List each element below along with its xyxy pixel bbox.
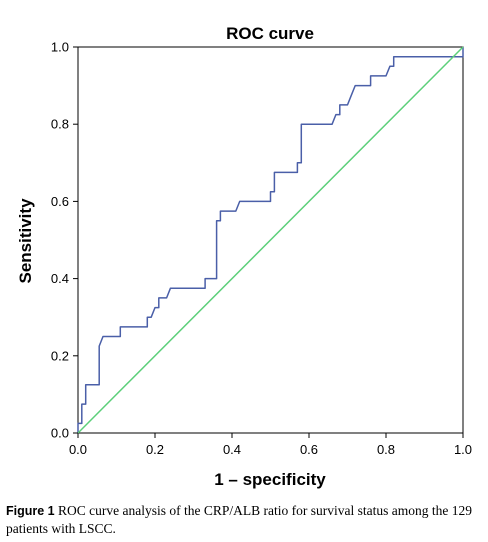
y-tick-label: 0.0 [51, 426, 69, 441]
y-axis-label: Sensitivity [16, 198, 35, 284]
y-tick-label: 0.8 [51, 117, 69, 132]
roc-curve-line [77, 47, 464, 433]
figure-caption: Figure 1 ROC curve analysis of the CRP/A… [6, 502, 484, 538]
plot-area [77, 46, 464, 434]
x-axis-label: 1 – specificity [214, 470, 326, 489]
x-tick-label: 0.0 [69, 442, 87, 457]
caption-text: ROC curve analysis of the CRP/ALB ratio … [6, 503, 472, 536]
y-tick-label: 0.6 [51, 194, 69, 209]
y-tick-label: 1.0 [51, 40, 69, 55]
y-axis-ticks: 0.0 0.2 0.4 0.6 0.8 1.0 [51, 40, 78, 441]
y-tick-label: 0.2 [51, 348, 69, 363]
x-tick-label: 0.2 [146, 442, 164, 457]
plot-frame [77, 46, 464, 434]
x-axis-ticks: 0.0 0.2 0.4 0.6 0.8 1.0 [69, 433, 472, 457]
x-tick-label: 0.8 [377, 442, 395, 457]
caption-label: Figure 1 [6, 504, 55, 518]
y-tick-label: 0.4 [51, 271, 69, 286]
roc-chart: ROC curve 0.00.20.40.60.81.0 0.0 0.2 0.4 0.… [16, 24, 472, 489]
chart-title: ROC curve [226, 24, 314, 43]
x-tick-label: 0.4 [223, 442, 241, 457]
x-tick-label: 0.6 [300, 442, 318, 457]
x-tick-label: 1.0 [454, 442, 472, 457]
reference-diagonal-line [77, 46, 464, 434]
